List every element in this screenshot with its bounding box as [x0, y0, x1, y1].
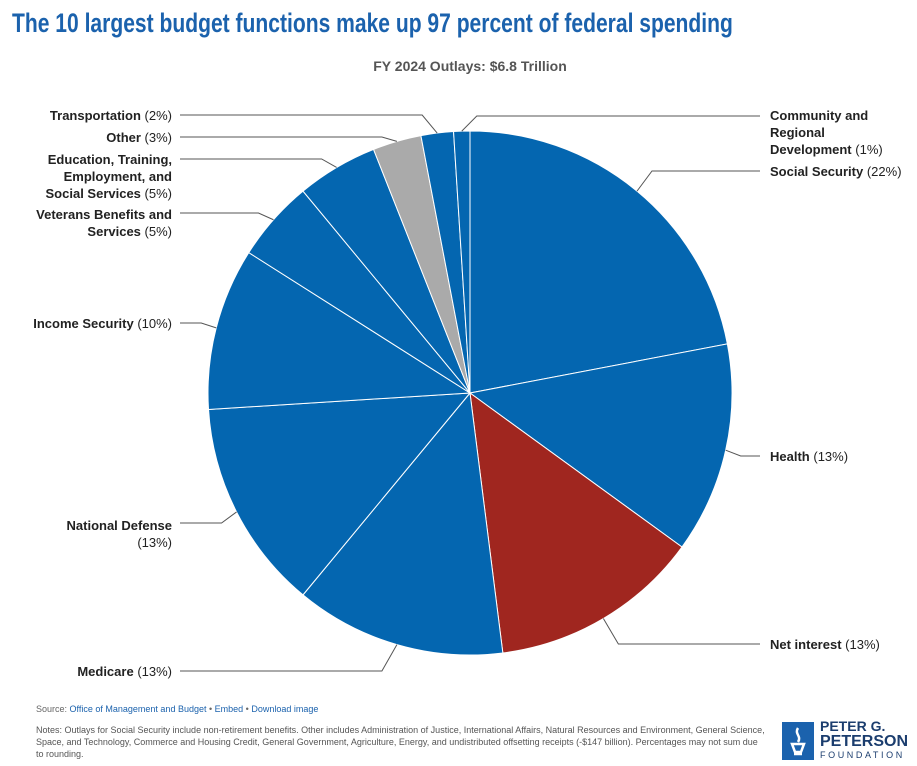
leader-line — [180, 322, 217, 329]
slice-label: Other (3%) — [32, 129, 172, 146]
logo-line: PETERSON — [820, 733, 909, 750]
pie-slice — [468, 343, 733, 548]
category-name: Veterans Benefits and Services — [36, 207, 172, 239]
value-label: (10%) — [137, 316, 172, 331]
value-label: (3%) — [144, 130, 172, 145]
category-name: Medicare — [77, 664, 134, 679]
category-name: Education, Training, Employment, and Soc… — [45, 152, 172, 201]
download-link[interactable]: Download image — [251, 704, 319, 714]
slice-label: Community and Regional Development (1%) — [770, 107, 885, 158]
leader-line — [461, 115, 760, 132]
category-name: Income Security — [33, 316, 134, 331]
slice-label: Social Security (22%) — [770, 163, 910, 180]
value-label: (5%) — [144, 186, 172, 201]
pie-slice — [469, 130, 728, 394]
slice-label: Income Security (10%) — [32, 315, 172, 332]
value-label: (13%) — [137, 664, 172, 679]
leader-line — [180, 136, 398, 142]
logo-line: FOUNDATION — [820, 750, 905, 760]
logo: PETER G. PETERSON FOUNDATION — [782, 718, 912, 762]
value-label: (13%) — [845, 637, 880, 652]
leader-line — [180, 212, 274, 221]
value-label: (13%) — [813, 449, 849, 464]
logo-line: PETER G. — [820, 718, 886, 734]
leader-line — [725, 449, 760, 457]
value-label: (13%) — [137, 535, 172, 550]
category-name: National Defense — [66, 518, 172, 533]
value-label: (22%) — [866, 164, 902, 179]
chart-subtitle: FY 2024 Outlays: $6.8 Trillion — [373, 58, 567, 74]
source: Source: Office of Management and Budget … — [36, 704, 319, 714]
category-name: Transportation — [49, 108, 141, 123]
embed-link[interactable]: Embed — [214, 704, 244, 714]
category-name: Community and Regional Development — [770, 108, 869, 157]
category-name: Health — [770, 449, 810, 464]
slice-label: Veterans Benefits and Services (5%) — [27, 206, 172, 240]
leader-line — [636, 170, 760, 192]
slice-label: Medicare (13%) — [32, 663, 172, 680]
leader-line — [602, 618, 760, 645]
leader-line — [180, 114, 438, 134]
slice-label: Health (13%) — [770, 448, 910, 465]
pie-slice — [207, 392, 472, 596]
category-name: Social Security — [770, 164, 864, 179]
logo-icon — [782, 722, 814, 760]
category-name: Other — [106, 130, 141, 145]
slice-label: Transportation (2%) — [12, 107, 172, 124]
pie-slice — [469, 391, 683, 654]
value-label: (5%) — [144, 224, 172, 239]
source-link[interactable]: Office of Management and Budget — [69, 704, 207, 714]
slice-label: Net interest (13%) — [770, 636, 910, 653]
leader-line — [180, 644, 398, 672]
value-label: (1%) — [855, 142, 883, 157]
chart-title: The 10 largest budget functions make up … — [12, 8, 733, 38]
slice-label: Education, Training, Employment, and Soc… — [42, 151, 172, 202]
leader-line — [180, 511, 237, 524]
notes: Notes: Outlays for Social Security inclu… — [36, 725, 765, 759]
chart — [180, 114, 760, 672]
slice-label: National Defense (13%) — [32, 517, 172, 551]
category-name: Net interest — [770, 637, 842, 652]
source-label: Source: — [36, 704, 68, 714]
value-label: (2%) — [144, 108, 172, 123]
logo-torch — [790, 727, 806, 756]
pie-slice — [207, 251, 472, 410]
leader-line — [180, 158, 337, 168]
pie-slice — [302, 391, 504, 656]
